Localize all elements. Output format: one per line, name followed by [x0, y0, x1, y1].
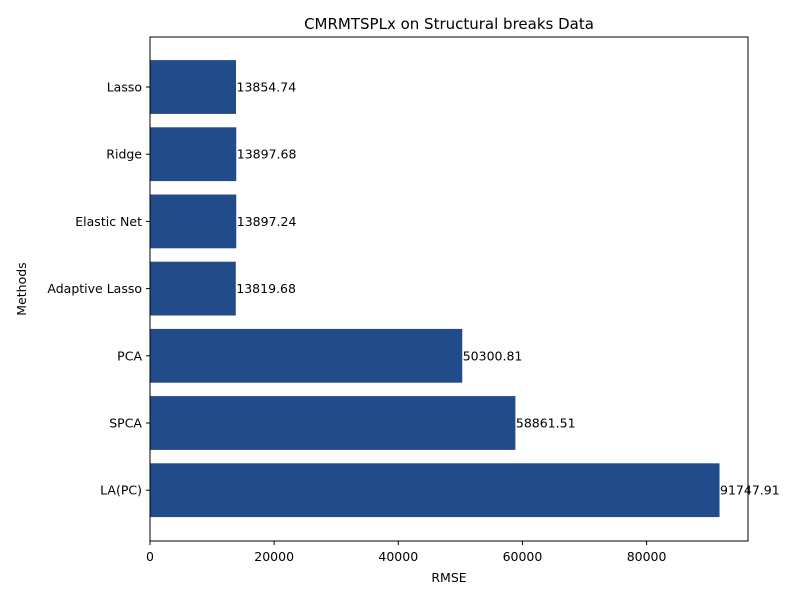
x-tick-label: 40000	[378, 549, 418, 564]
chart-title: CMRMTSPLx on Structural breaks Data	[304, 15, 594, 33]
y-tick-label: LA(PC)	[100, 483, 142, 498]
y-tick-label: Lasso	[107, 80, 142, 95]
data-label: 58861.51	[516, 416, 576, 431]
bar-elastic-net	[150, 194, 237, 249]
y-tick-label: Adaptive Lasso	[47, 281, 142, 296]
bar-lasso	[150, 60, 237, 114]
bar-la-pc	[150, 463, 720, 518]
data-label: 13819.68	[236, 281, 296, 296]
bar-ridge	[150, 127, 237, 182]
plot-frame	[149, 36, 749, 542]
data-label: 13854.74	[237, 80, 297, 95]
y-axis-ticks: Lasso Ridge Elastic Net Adaptive Lasso PCA SP…	[47, 80, 150, 498]
y-tick-label: Elastic Net	[75, 214, 142, 229]
x-tick-label: 0	[146, 549, 154, 564]
data-label: 91747.91	[720, 483, 780, 498]
y-tick-label: Ridge	[106, 147, 142, 162]
y-tick-label: SPCA	[109, 416, 142, 431]
x-tick-label: 60000	[503, 549, 543, 564]
y-tick-label: PCA	[117, 348, 142, 363]
data-label: 50300.81	[463, 348, 523, 363]
bar-spca	[150, 396, 516, 450]
x-tick-label: 80000	[627, 549, 667, 564]
x-tick-label: 20000	[254, 549, 294, 564]
y-axis-label: Methods	[14, 262, 29, 315]
bar-adaptive-lasso	[150, 261, 236, 316]
x-axis-label: RMSE	[431, 570, 466, 585]
bar-pca	[150, 328, 463, 383]
bars-group	[150, 60, 720, 518]
data-label: 13897.68	[237, 147, 297, 162]
data-labels-group: 13854.74 13897.68 13897.24 13819.68 50300.81…	[236, 80, 779, 498]
x-axis-ticks: 0 20000 40000 60000 80000	[146, 541, 667, 564]
data-label: 13897.24	[237, 214, 297, 229]
